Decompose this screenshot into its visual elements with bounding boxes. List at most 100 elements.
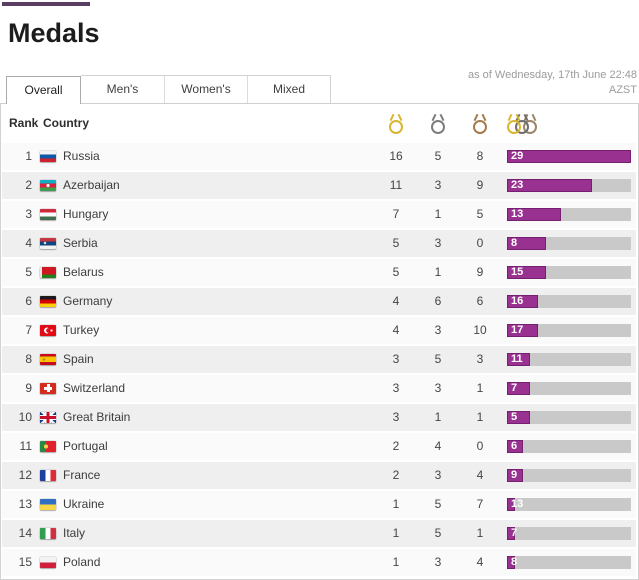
gold-count: 4 — [392, 323, 400, 338]
rank-cell: 4 — [25, 236, 32, 251]
gold-count: 1 — [392, 526, 400, 541]
table-row[interactable]: 14 Italy 1 5 1 7 — [2, 519, 636, 547]
country-flag-icon — [40, 208, 56, 220]
total-bar-fill — [507, 352, 531, 366]
country-name: Switzerland — [63, 381, 126, 396]
bronze-count: 4 — [476, 468, 484, 483]
table-row[interactable]: 2 Azerbaijan 11 3 9 23 — [2, 171, 636, 199]
table-row[interactable]: 6 Germany 4 6 6 16 — [2, 287, 636, 315]
country-flag-icon — [40, 295, 56, 307]
total-count: 15 — [511, 265, 524, 278]
total-count: 7 — [511, 381, 518, 394]
silver-count: 6 — [434, 294, 442, 309]
silver-count: 5 — [434, 526, 442, 541]
rank-cell: 10 — [18, 410, 32, 425]
silver-count: 1 — [434, 265, 442, 280]
country-flag-icon — [40, 527, 56, 539]
country-name: Ukraine — [63, 497, 105, 512]
tabs-row: Overall Men's Women's Mixed as of Wednes… — [0, 68, 639, 104]
total-count: 8 — [511, 236, 518, 249]
rank-cell: 12 — [18, 468, 32, 483]
as-of-line1: as of Wednesday, 17th June 22:48 — [468, 69, 637, 81]
silver-count: 1 — [434, 207, 442, 222]
total-count: 13 — [511, 497, 524, 510]
total-bar: 5 — [507, 410, 631, 424]
rank-cell: 2 — [25, 178, 32, 193]
total-count: 11 — [511, 352, 523, 365]
bronze-count: 9 — [476, 178, 484, 193]
total-bar-fill — [507, 439, 523, 453]
country-name: Serbia — [63, 236, 98, 251]
country-name: Italy — [63, 526, 86, 541]
bronze-medal-icon — [473, 113, 487, 134]
total-bar: 6 — [507, 439, 631, 453]
rank-column-header: Rank — [9, 116, 39, 131]
table-row[interactable]: 13 Ukraine 1 5 7 13 — [2, 490, 636, 518]
rank-cell: 7 — [25, 323, 32, 338]
gold-count: 1 — [392, 555, 400, 570]
tab-overall[interactable]: Overall — [6, 75, 81, 104]
rank-cell: 8 — [25, 352, 32, 367]
gold-count: 1 — [392, 497, 400, 512]
gold-count: 3 — [392, 352, 400, 367]
table-row[interactable]: 12 France 2 3 4 9 — [2, 461, 636, 489]
country-flag-icon — [40, 382, 56, 394]
as-of-timestamp: as of Wednesday, 17th June 22:48 AZST — [468, 68, 637, 98]
rank-cell: 14 — [18, 526, 32, 541]
total-bar: 8 — [507, 555, 631, 569]
rank-cell: 1 — [25, 149, 32, 164]
silver-medal-icon — [431, 113, 445, 134]
country-name: Russia — [63, 149, 100, 164]
country-flag-icon — [40, 324, 56, 336]
silver-count: 5 — [434, 497, 442, 512]
total-bar-fill — [507, 294, 538, 308]
silver-count: 5 — [434, 352, 442, 367]
table-row[interactable]: 15 Poland 1 3 4 8 — [2, 548, 636, 576]
country-name: Portugal — [63, 439, 108, 454]
silver-count: 5 — [434, 149, 442, 164]
total-bar-fill — [507, 178, 593, 192]
table-row[interactable]: 7 Turkey 4 3 10 17 — [2, 316, 636, 344]
rank-cell: 11 — [19, 439, 32, 454]
gold-count: 5 — [392, 265, 400, 280]
silver-count: 3 — [434, 236, 442, 251]
tab-mixed[interactable]: Mixed — [247, 75, 330, 103]
bronze-count: 6 — [476, 294, 484, 309]
country-flag-icon — [40, 266, 56, 278]
country-flag-icon — [40, 556, 56, 568]
silver-count: 4 — [434, 439, 442, 454]
total-count: 13 — [511, 207, 524, 220]
bronze-count: 0 — [476, 439, 484, 454]
table-row[interactable]: 1 Russia 16 5 8 29 — [2, 142, 636, 170]
gold-count: 2 — [392, 439, 400, 454]
total-count: 7 — [511, 526, 518, 539]
country-name: Turkey — [63, 323, 100, 338]
gold-count: 2 — [392, 468, 400, 483]
table-row[interactable]: 10 Great Britain 3 1 1 5 — [2, 403, 636, 431]
table-row[interactable]: 4 Serbia 5 3 0 8 — [2, 229, 636, 257]
total-count: 5 — [511, 410, 518, 423]
country-column-header: Country — [43, 116, 89, 131]
country-name: Spain — [63, 352, 94, 367]
table-row[interactable]: 9 Switzerland 3 3 1 7 — [2, 374, 636, 402]
table-row[interactable]: 11 Portugal 2 4 0 6 — [2, 432, 636, 460]
bronze-count: 3 — [476, 352, 484, 367]
country-flag-icon — [40, 411, 56, 423]
table-row[interactable]: 8 Spain 3 5 3 11 — [2, 345, 636, 373]
rank-cell: 15 — [18, 555, 32, 570]
total-bar-fill — [507, 149, 631, 163]
table-header-row: Rank Country — [1, 103, 638, 143]
total-bar: 11 — [507, 352, 631, 366]
gold-count: 3 — [392, 410, 400, 425]
table-row[interactable]: 3 Hungary 7 1 5 13 — [2, 200, 636, 228]
gold-medal-icon — [389, 113, 403, 134]
bronze-count: 5 — [476, 207, 484, 222]
total-bar: 17 — [507, 323, 631, 337]
total-bar-fill — [507, 381, 531, 395]
country-flag-icon — [40, 179, 56, 191]
total-bar: 23 — [507, 178, 631, 192]
tab-womens[interactable]: Women's — [164, 75, 247, 103]
rank-cell: 5 — [25, 265, 32, 280]
tab-mens[interactable]: Men's — [106, 81, 139, 96]
table-row[interactable]: 5 Belarus 5 1 9 15 — [2, 258, 636, 286]
